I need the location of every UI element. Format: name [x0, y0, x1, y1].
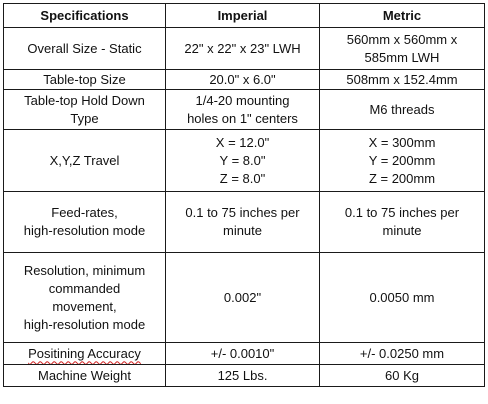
- imperial-value: X = 12.0" Y = 8.0" Z = 8.0": [165, 129, 320, 192]
- imperial-value: 22" x 22" x 23" LWH: [165, 27, 320, 70]
- spec-label: Positining Accuracy: [3, 342, 166, 365]
- metric-value: 0.0050 mm: [319, 252, 485, 343]
- table-row: X,Y,Z Travel X = 12.0" Y = 8.0" Z = 8.0"…: [3, 129, 485, 192]
- table-row: Positining Accuracy +/- 0.0010" +/- 0.02…: [3, 342, 485, 365]
- imperial-value: 125 Lbs.: [165, 364, 320, 387]
- spec-label: X,Y,Z Travel: [3, 129, 166, 192]
- header-row: Specifications Imperial Metric: [3, 3, 485, 28]
- header-specifications: Specifications: [3, 3, 166, 28]
- metric-value: 0.1 to 75 inches per minute: [319, 191, 485, 253]
- table-row: Table-top Hold Down Type 1/4-20 mounting…: [3, 89, 485, 130]
- metric-value: 560mm x 560mm x 585mm LWH: [319, 27, 485, 70]
- spec-label: Table-top Hold Down Type: [3, 89, 166, 130]
- imperial-value: 1/4-20 mounting holes on 1" centers: [165, 89, 320, 130]
- imperial-value: 0.002": [165, 252, 320, 343]
- header-imperial: Imperial: [165, 3, 320, 28]
- imperial-value: 0.1 to 75 inches per minute: [165, 191, 320, 253]
- spec-label: Overall Size - Static: [3, 27, 166, 70]
- metric-value: +/- 0.0250 mm: [319, 342, 485, 365]
- imperial-value: 20.0" x 6.0": [165, 69, 320, 90]
- spec-label: Table-top Size: [3, 69, 166, 90]
- spec-label: Feed-rates, high-resolution mode: [3, 191, 166, 253]
- table-row: Overall Size - Static 22" x 22" x 23" LW…: [3, 27, 485, 70]
- misspelled-word: Positining Accuracy: [28, 345, 141, 361]
- spec-label: Resolution, minimum commanded movement, …: [3, 252, 166, 343]
- metric-value: M6 threads: [319, 89, 485, 130]
- specifications-table: Specifications Imperial Metric Overall S…: [3, 3, 485, 387]
- header-metric: Metric: [319, 3, 485, 28]
- metric-value: X = 300mm Y = 200mm Z = 200mm: [319, 129, 485, 192]
- imperial-value: +/- 0.0010": [165, 342, 320, 365]
- table-row: Machine Weight 125 Lbs. 60 Kg: [3, 364, 485, 387]
- metric-value: 60 Kg: [319, 364, 485, 387]
- table-row: Feed-rates, high-resolution mode 0.1 to …: [3, 191, 485, 253]
- metric-value: 508mm x 152.4mm: [319, 69, 485, 90]
- spec-label: Machine Weight: [3, 364, 166, 387]
- table-row: Resolution, minimum commanded movement, …: [3, 252, 485, 343]
- table-row: Table-top Size 20.0" x 6.0" 508mm x 152.…: [3, 69, 485, 90]
